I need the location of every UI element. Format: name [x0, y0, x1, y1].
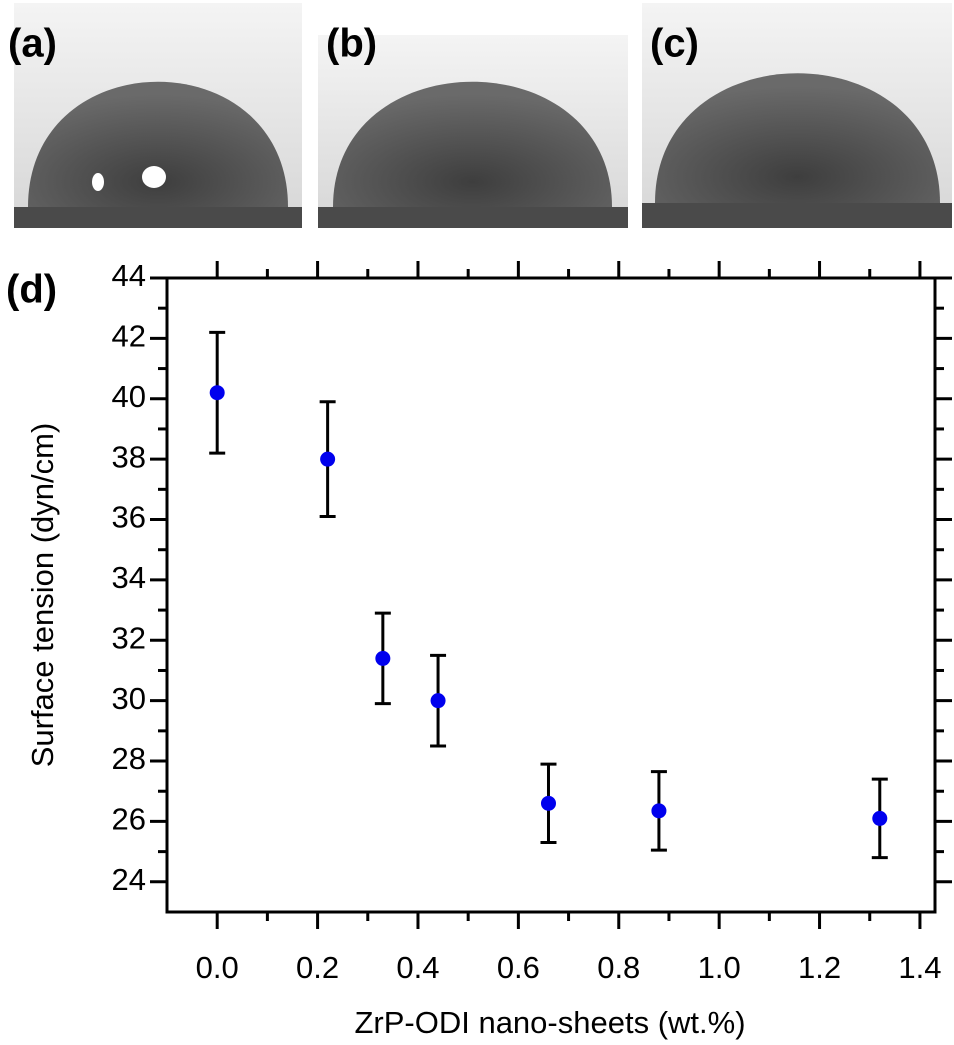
x-tick-label: 0.8 — [597, 950, 640, 985]
x-tick-label: 1.4 — [898, 950, 941, 985]
photo-c — [642, 3, 952, 228]
panel-label: (a) — [8, 22, 57, 66]
y-tick-label: 34 — [112, 560, 146, 595]
x-tick-label: 0.4 — [396, 950, 439, 985]
data-point — [320, 451, 336, 467]
x-tick-label: 0.0 — [196, 950, 239, 985]
data-point — [430, 693, 446, 709]
y-axis-label: Surface tension (dyn/cm) — [25, 423, 60, 768]
y-tick-label: 32 — [112, 620, 146, 655]
data-point — [375, 650, 391, 666]
y-tick-label: 38 — [112, 439, 146, 474]
y-tick-label: 44 — [112, 258, 146, 293]
y-tick-label: 36 — [112, 500, 146, 535]
x-tick-label: 1.0 — [698, 950, 741, 985]
panel-label: (d) — [6, 268, 57, 312]
panel-label: (b) — [326, 22, 377, 66]
photo-b — [318, 35, 628, 228]
data-point — [651, 803, 667, 819]
y-tick-label: 40 — [112, 379, 146, 414]
x-tick-label: 0.2 — [296, 950, 339, 985]
y-tick-label: 42 — [112, 319, 146, 354]
panel-label: (c) — [650, 22, 699, 66]
y-tick-label: 26 — [112, 802, 146, 837]
data-point — [209, 385, 225, 401]
x-axis-label: ZrP-ODI nano-sheets (wt.%) — [354, 1005, 745, 1040]
data-point — [540, 795, 556, 811]
y-tick-label: 28 — [112, 741, 146, 776]
x-tick-label: 1.2 — [798, 950, 841, 985]
data-point — [872, 810, 888, 826]
x-tick-label: 0.6 — [497, 950, 540, 985]
y-tick-label: 30 — [112, 681, 146, 716]
photo-a — [14, 3, 302, 228]
y-tick-label: 24 — [112, 862, 146, 897]
plot-frame — [165, 276, 937, 914]
